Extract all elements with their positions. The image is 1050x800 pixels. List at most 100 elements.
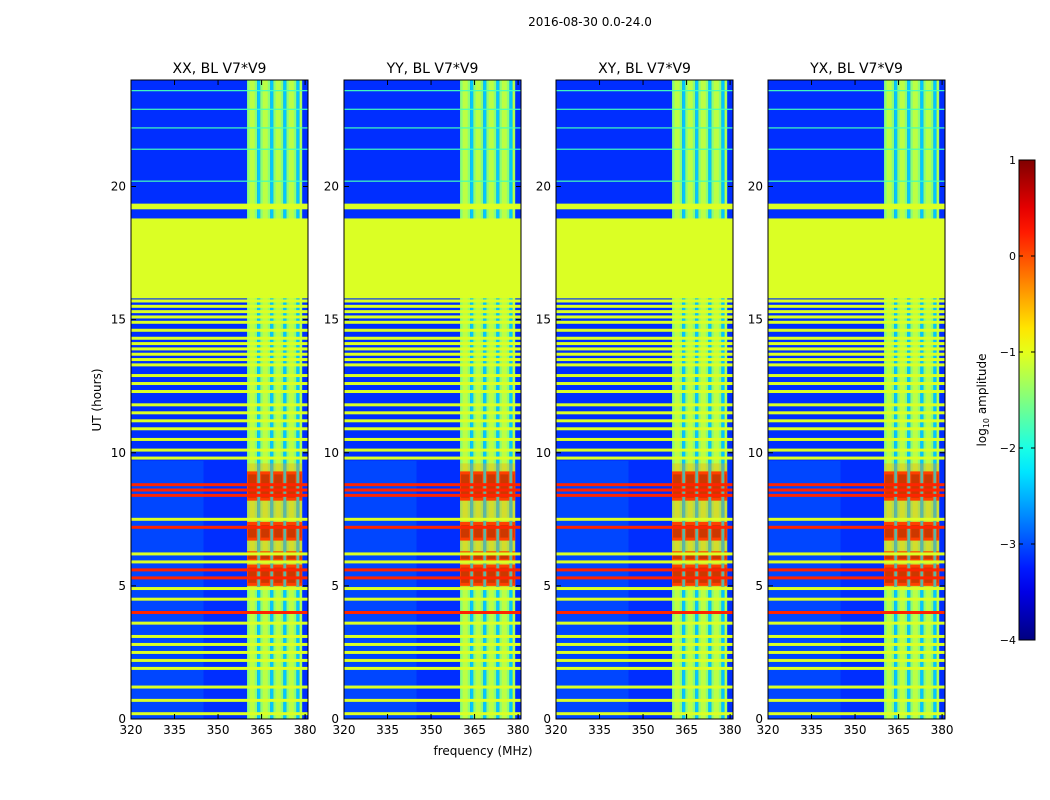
strong-rfi-core [487,524,496,538]
strong-rfi-core [686,567,695,583]
rfi-gap [496,80,500,719]
flagged-line [131,315,308,319]
strong-rfi-core [924,567,933,583]
flagged-line [344,352,521,356]
rfi-gap [509,80,513,719]
flagged-line [344,437,521,441]
y-tick-label: 15 [324,313,339,327]
flagged-line [556,634,733,638]
y-tick-label: 10 [748,446,763,460]
rfi-subband-core [886,80,892,719]
flagged-line [556,374,733,378]
x-tick-label: 320 [757,723,780,737]
rfi-subband-core [501,80,507,719]
strong-rfi-core [287,524,296,538]
x-tick-label: 350 [420,723,443,737]
x-tick-label: 380 [507,723,530,737]
strong-rfi-core [673,524,682,538]
flagged-block [556,218,733,299]
panel-title: XY, BL V7*V9 [598,61,691,77]
strong-rfi-core [248,567,257,583]
flagged-line [131,411,308,415]
broadband-row [556,576,733,580]
rfi-gap [296,80,300,719]
broadband-row [768,576,945,580]
strong-rfi-core [461,524,470,538]
flagged-line [344,299,521,303]
flagged-line [344,310,521,314]
flagged-line [556,342,733,346]
x-tick-label: 320 [333,723,356,737]
panel-frame [555,79,734,720]
flagged-line [344,315,521,319]
rfi-subband-core [937,80,939,719]
x-tick-label: 365 [463,723,486,737]
flagged-line [131,427,308,431]
heatmap-image [131,80,308,719]
flagged-line [556,621,733,625]
flagged-line [344,320,521,324]
flagged-line [556,328,733,332]
broadband-row [131,488,308,492]
broadband-row [131,493,308,497]
rfi-gap [708,80,712,719]
faint-row [556,127,733,129]
broadband-row [556,483,733,487]
flagged-line [344,363,521,367]
broadband-row [131,525,308,529]
flagged-line [344,621,521,625]
broadband-row [131,576,308,580]
flagged-line [344,642,521,646]
flagged-line [768,382,945,386]
flagged-line [344,382,521,386]
flagged-line [344,419,521,423]
strong-rfi-core [924,524,933,538]
rfi-subband-core [249,80,255,719]
flagged-line [556,685,733,689]
faint-row [344,127,521,129]
flagged-line [131,650,308,654]
broadband-row [556,488,733,492]
y-tick-label: 0 [331,712,339,726]
x-tick-label: 335 [163,723,186,737]
flagged-line [556,411,733,415]
heatmap-image [768,80,945,719]
broadband-row [556,568,733,572]
flagged-line [556,517,733,521]
panel-title: YY, BL V7*V9 [386,61,479,77]
panel-frame [130,79,309,720]
flagged-line [131,658,308,662]
broadband-row [556,525,733,529]
flagged-line [556,390,733,394]
flagged-line [344,560,521,564]
flagged-line [131,336,308,340]
heatmap-image [344,80,521,719]
strong-rfi-core [898,524,907,538]
rfi-subband-core [300,80,302,719]
y-tick-label: 20 [111,180,126,194]
flagged-line [344,328,521,332]
strong-rfi-core [513,524,515,538]
strong-rfi-core [261,554,270,559]
flagged-line [131,320,308,324]
faint-row [556,108,733,110]
strong-rfi-core [461,567,470,583]
flagged-line [131,456,308,460]
broadband-row [344,483,521,487]
flagged-line [131,621,308,625]
strong-rfi-core [686,554,695,559]
flagged-line [344,587,521,591]
strong-rfi-core [911,567,920,583]
flagged-line [131,390,308,394]
flagged-line [556,299,733,303]
broadband-row [344,493,521,497]
strong-rfi-core [699,554,708,559]
colorbar-label: log10 amplitude [975,354,991,447]
colorbar-tick-label: −1 [1000,346,1016,359]
flagged-line [768,352,945,356]
rfi-subband-core [475,80,481,719]
flagged-line [131,206,308,210]
flagged-line [131,587,308,591]
strong-rfi-core [248,554,257,559]
